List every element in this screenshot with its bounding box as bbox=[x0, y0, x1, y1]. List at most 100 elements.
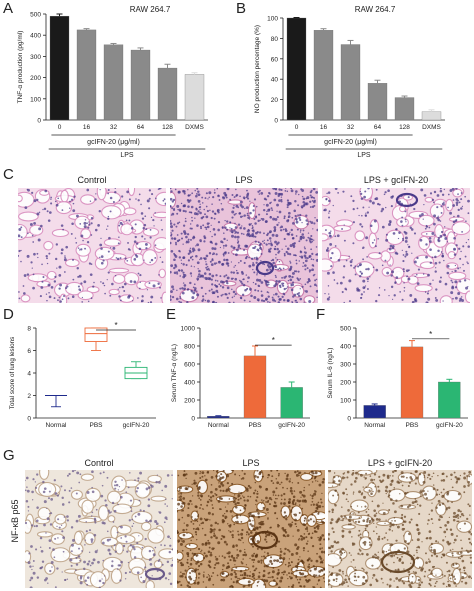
nucleus bbox=[362, 541, 365, 544]
nucleus bbox=[338, 583, 341, 586]
nucleus bbox=[458, 568, 462, 571]
nucleus bbox=[236, 579, 239, 582]
nucleus bbox=[236, 549, 239, 551]
nucleus bbox=[222, 514, 225, 517]
nucleus bbox=[220, 280, 224, 284]
nucleus bbox=[200, 494, 203, 498]
nucleus bbox=[301, 233, 305, 236]
nucleus bbox=[170, 232, 172, 234]
nucleus bbox=[239, 509, 242, 512]
nucleus bbox=[269, 268, 272, 271]
alveolus bbox=[398, 205, 407, 213]
nucleus bbox=[194, 518, 198, 522]
nucleus bbox=[322, 577, 325, 579]
nucleus bbox=[405, 250, 408, 253]
alveolus bbox=[81, 499, 94, 514]
nucleus bbox=[357, 511, 360, 514]
nucleus bbox=[314, 279, 317, 282]
nucleus bbox=[61, 571, 63, 573]
nucleus bbox=[170, 290, 173, 293]
nucleus bbox=[352, 470, 355, 472]
nucleus bbox=[283, 552, 286, 555]
nucleus bbox=[246, 212, 249, 215]
nucleus bbox=[446, 506, 449, 509]
nucleus bbox=[138, 247, 142, 251]
nucleus bbox=[336, 234, 340, 238]
nucleus bbox=[171, 559, 173, 561]
nucleus bbox=[86, 240, 90, 244]
nucleus bbox=[72, 209, 76, 213]
nucleus bbox=[185, 524, 189, 527]
nucleus bbox=[340, 519, 342, 522]
nucleus bbox=[213, 262, 217, 265]
nucleus bbox=[269, 559, 273, 563]
nucleus bbox=[229, 221, 232, 224]
nucleus bbox=[201, 521, 205, 525]
nucleus bbox=[420, 489, 422, 491]
nucleus bbox=[302, 201, 305, 204]
nucleus bbox=[170, 298, 172, 301]
nucleus bbox=[191, 516, 193, 518]
nucleus bbox=[469, 541, 472, 544]
nucleus bbox=[396, 252, 399, 255]
nucleus bbox=[122, 544, 126, 548]
nucleus bbox=[222, 226, 224, 228]
nucleus bbox=[335, 542, 337, 544]
nucleus bbox=[251, 263, 255, 267]
nucleus bbox=[244, 585, 246, 587]
nucleus bbox=[170, 295, 172, 298]
nucleus bbox=[323, 573, 325, 576]
nucleus bbox=[18, 249, 21, 253]
nucleus bbox=[278, 280, 281, 283]
nucleus bbox=[298, 260, 300, 262]
nucleus bbox=[296, 301, 299, 303]
nucleus bbox=[181, 572, 184, 575]
nucleus bbox=[402, 268, 405, 271]
nucleus bbox=[328, 212, 330, 214]
nucleus bbox=[400, 504, 404, 508]
nucleus bbox=[198, 497, 201, 499]
nucleus bbox=[291, 301, 294, 303]
nucleus bbox=[394, 282, 397, 284]
nucleus bbox=[373, 522, 375, 525]
nucleus bbox=[231, 194, 234, 197]
nucleus bbox=[286, 232, 290, 236]
nucleus bbox=[370, 478, 374, 482]
nucleus bbox=[221, 520, 225, 524]
nucleus bbox=[411, 575, 414, 578]
nucleus bbox=[235, 514, 239, 517]
nucleus bbox=[321, 480, 325, 484]
nucleus bbox=[365, 571, 368, 575]
nucleus bbox=[208, 252, 212, 255]
nucleus bbox=[416, 556, 419, 560]
nucleus bbox=[262, 299, 266, 303]
nucleus bbox=[276, 203, 279, 207]
nucleus bbox=[321, 521, 325, 524]
nucleus bbox=[209, 209, 211, 212]
nucleus bbox=[18, 254, 20, 257]
nucleus bbox=[75, 563, 79, 566]
nucleus bbox=[156, 474, 158, 476]
nucleus bbox=[109, 247, 112, 249]
nucleus bbox=[342, 472, 345, 475]
nucleus bbox=[377, 485, 380, 488]
nucleus bbox=[72, 538, 75, 542]
nucleus bbox=[345, 288, 348, 291]
nucleus bbox=[177, 529, 179, 532]
panel-letter-f: F bbox=[316, 306, 326, 323]
nucleus bbox=[447, 583, 450, 586]
nucleus bbox=[453, 224, 455, 226]
nucleus bbox=[302, 197, 306, 201]
nucleus bbox=[205, 266, 208, 269]
nucleus bbox=[206, 500, 210, 504]
nucleus bbox=[242, 553, 245, 557]
nucleus bbox=[440, 205, 443, 208]
nucleus bbox=[270, 479, 273, 482]
nucleus bbox=[299, 572, 303, 576]
nucleus bbox=[313, 204, 316, 207]
nucleus bbox=[227, 252, 230, 254]
nucleus bbox=[257, 190, 260, 193]
nucleus bbox=[388, 489, 392, 493]
nucleus bbox=[229, 198, 232, 201]
nucleus bbox=[390, 523, 393, 527]
